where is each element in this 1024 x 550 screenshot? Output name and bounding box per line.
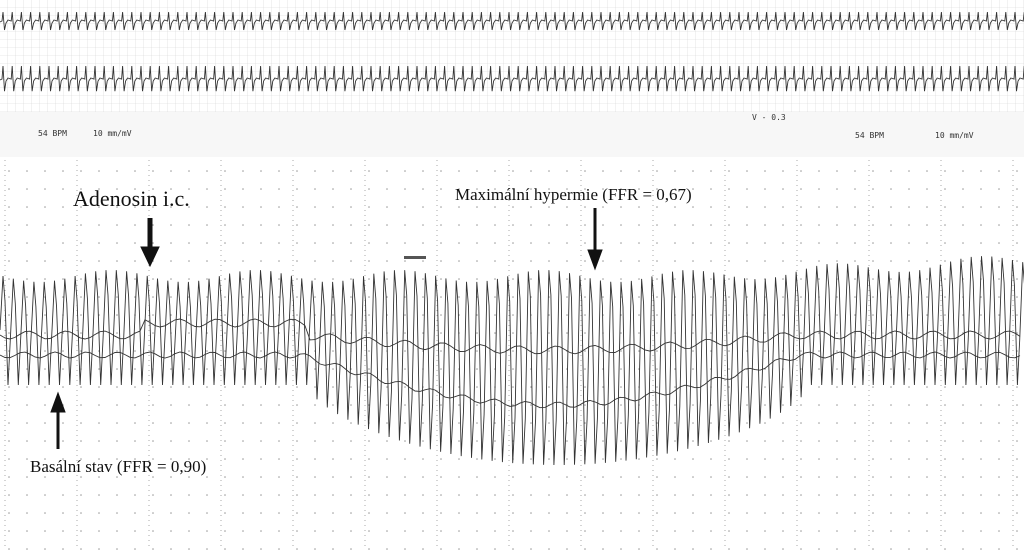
annotation: Basální stav (FFR = 0,90)	[30, 457, 206, 476]
ecg-grid	[0, 0, 1024, 112]
rate: 54 BPM	[855, 131, 884, 140]
marker	[404, 256, 426, 259]
annotation: Maximální hypermie (FFR = 0,67)	[455, 185, 692, 204]
rate: 54 BPM	[38, 129, 67, 138]
header-band	[0, 112, 1024, 157]
mean-trace	[0, 318, 1021, 355]
mean-trace	[0, 351, 1021, 409]
ecg-trace	[0, 65, 1024, 92]
pressure-grid	[0, 158, 1024, 550]
ecg-trace	[0, 11, 1024, 31]
traces	[0, 11, 1024, 466]
scale: 10 mm/mV	[93, 129, 132, 138]
grid-lines	[4, 160, 1014, 550]
pressure-trace	[0, 256, 1024, 466]
lead-label: V - 0.3	[752, 113, 786, 122]
arrows	[50, 208, 603, 449]
annotation: Adenosin i.c.	[73, 186, 190, 211]
scale: 10 mm/mV	[935, 131, 974, 140]
